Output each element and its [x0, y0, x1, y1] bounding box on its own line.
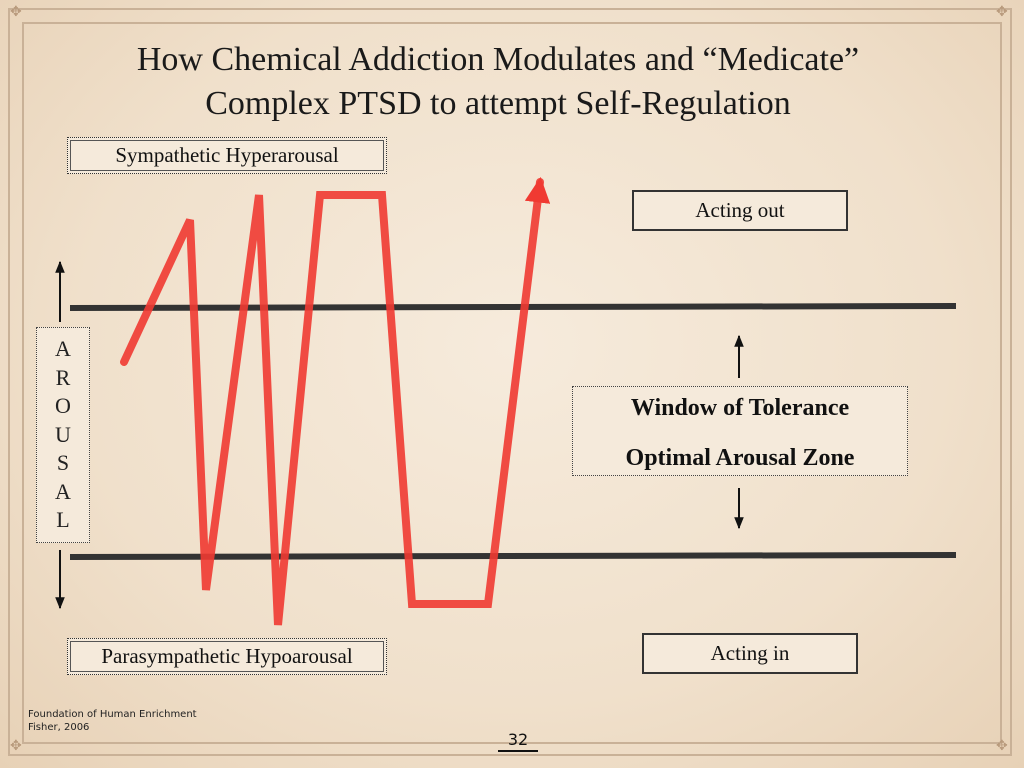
window-of-tolerance-label: Window of Tolerance — [630, 395, 850, 421]
window-of-tolerance-box: Window of Tolerance Optimal Arousal Zone — [572, 386, 908, 476]
optimal-arousal-zone-label: Optimal Arousal Zone — [625, 445, 855, 471]
corner-ornament-icon: ✥ — [996, 738, 1008, 754]
hypoarousal-label: Parasympathetic Hypoarousal — [101, 644, 353, 668]
outer-frame — [8, 8, 1012, 756]
upper-boundary-line — [69, 303, 957, 311]
arousal-letter: U — [55, 421, 71, 447]
slide-title: How Chemical Addiction Modulates and “Me… — [60, 38, 936, 126]
lower-boundary-line — [69, 552, 957, 560]
arousal-letter: S — [56, 450, 70, 476]
arousal-letter: A — [55, 335, 71, 361]
page-number: 32 — [498, 730, 538, 752]
hypoarousal-box: Parasympathetic Hypoarousal — [67, 638, 387, 675]
title-line-1: How Chemical Addiction Modulates and “Me… — [136, 41, 860, 78]
corner-ornament-icon: ✥ — [10, 4, 22, 20]
inner-frame — [22, 22, 1002, 744]
arousal-fluctuation-line — [120, 176, 551, 626]
hyperarousal-box: Sympathetic Hyperarousal — [67, 137, 387, 174]
footer-credit: Foundation of Human Enrichment Fisher, 2… — [28, 708, 197, 734]
arousal-letter: A — [55, 478, 71, 504]
footer-line-1: Foundation of Human Enrichment — [28, 709, 197, 720]
title-line-2: Complex PTSD to attempt Self-Regulation — [205, 85, 791, 122]
corner-ornament-icon: ✥ — [10, 738, 22, 754]
arousal-label-box: A R O U S A L — [36, 327, 90, 543]
acting-in-label: Acting in — [710, 641, 790, 665]
acting-in-box: Acting in — [642, 633, 858, 674]
acting-out-box: Acting out — [632, 190, 848, 231]
arousal-letter: R — [55, 364, 71, 390]
corner-ornament-icon: ✥ — [996, 4, 1008, 20]
arousal-letter: O — [55, 393, 71, 419]
arousal-letter: L — [56, 507, 70, 533]
footer-line-2: Fisher, 2006 — [28, 722, 90, 733]
hyperarousal-label: Sympathetic Hyperarousal — [115, 143, 339, 167]
acting-out-label: Acting out — [695, 198, 785, 222]
